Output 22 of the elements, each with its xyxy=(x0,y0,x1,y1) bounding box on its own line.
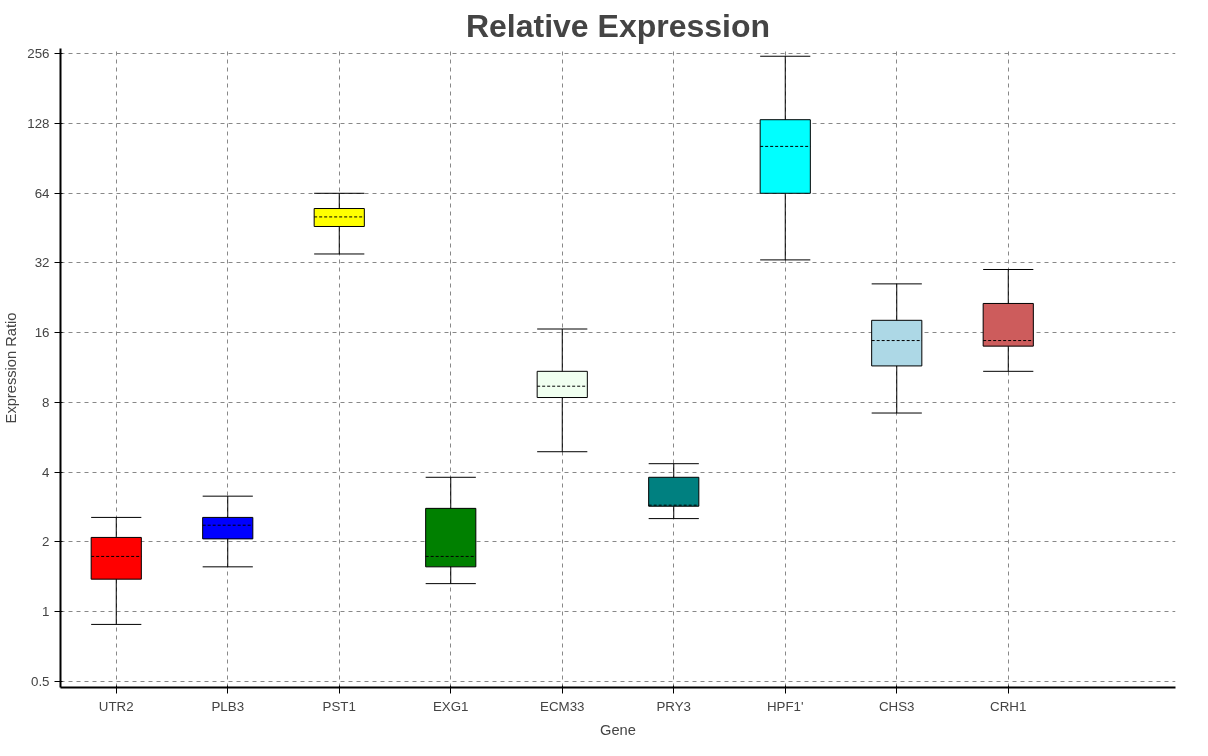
y-tick-label: 4 xyxy=(42,464,51,480)
x-tick-label: ECM33 xyxy=(540,698,585,714)
y-axis-title: Expression Ratio xyxy=(3,312,20,424)
y-tick-label: 256 xyxy=(27,46,50,62)
x-tick-label: PST1 xyxy=(322,698,356,714)
x-tick-label: HPF1' xyxy=(766,698,804,714)
x-tick-label: CRH1 xyxy=(990,698,1027,714)
y-tick-label: 64 xyxy=(34,185,51,201)
y-tick-label: 32 xyxy=(34,255,50,271)
x-tick-label: PLB3 xyxy=(211,698,245,714)
x-tick-label: PRY3 xyxy=(656,698,692,714)
x-axis-title: Gene xyxy=(600,721,636,738)
y-tick-label: 8 xyxy=(42,394,50,410)
y-tick-label: 16 xyxy=(34,325,50,341)
y-tick-label: 0.5 xyxy=(30,673,50,689)
x-tick-label: EXG1 xyxy=(432,698,469,714)
y-tick-label: 1 xyxy=(42,604,50,620)
chart-title: Relative Expression xyxy=(465,7,771,44)
x-tick-label: UTR2 xyxy=(98,698,134,714)
x-tick-label: CHS3 xyxy=(878,698,915,714)
y-tick-label: 128 xyxy=(27,116,50,132)
y-tick-label: 2 xyxy=(42,534,50,550)
